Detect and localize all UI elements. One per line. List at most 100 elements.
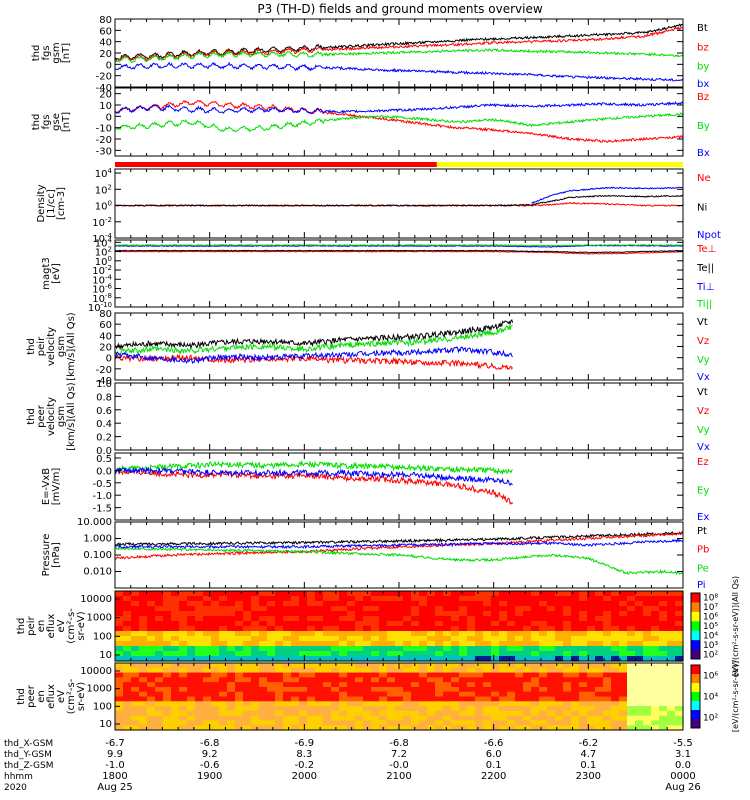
- spectrogram-cell: [435, 606, 444, 612]
- spectrogram-cell: [451, 646, 460, 652]
- spectrogram-cell: [395, 606, 404, 612]
- spectrogram-cell: [443, 626, 452, 632]
- spectrogram-cell: [667, 710, 676, 717]
- spectrogram-cell: [331, 596, 340, 602]
- spectrogram-cell: [635, 686, 644, 693]
- spectrogram-cell: [195, 715, 204, 722]
- spectrogram-cell: [667, 611, 676, 617]
- spectrogram-cell: [611, 672, 620, 678]
- spectrogram-cell: [283, 626, 292, 632]
- spectrogram-cell: [227, 725, 236, 731]
- y-tick-label: 0.5: [96, 454, 112, 465]
- spectrogram-cell: [171, 701, 180, 707]
- spectrogram-cell: [299, 616, 308, 622]
- spectrogram-cell: [291, 720, 300, 726]
- y-tick-label: 20: [99, 90, 112, 101]
- spectrogram-cell: [387, 616, 396, 622]
- spectrogram-cell: [587, 686, 596, 693]
- spectrogram-cell: [531, 631, 540, 637]
- spectrogram-cell: [115, 677, 124, 683]
- spectrogram-cell: [531, 656, 540, 662]
- spectrogram-cell: [379, 720, 388, 726]
- spectrogram-cell: [195, 710, 204, 717]
- spectrogram-cell: [219, 631, 228, 637]
- spectrogram-cell: [259, 720, 268, 726]
- spectrogram-cell: [339, 591, 348, 597]
- spectrogram-cell: [259, 701, 268, 707]
- spectrogram-cell: [171, 621, 180, 627]
- spectrogram-cell: [563, 720, 572, 726]
- spectrogram-cell: [139, 606, 148, 612]
- spectrogram-cell: [331, 686, 340, 693]
- spectrogram-cell: [259, 677, 268, 683]
- spectrogram-cell: [203, 646, 212, 652]
- spectrogram-cell: [651, 686, 660, 693]
- spectrogram-cell: [163, 706, 172, 712]
- panel-temperature: 10410210010-210-410-610-810-10Te⊥Te||Ti⊥…: [41, 236, 716, 314]
- spectrogram-cell: [187, 677, 196, 683]
- spectrogram-cell: [611, 651, 620, 657]
- spectrogram-cell: [307, 636, 316, 642]
- spectrogram-cell: [451, 710, 460, 717]
- spectrogram-cell: [211, 596, 220, 602]
- legend-Bt: Bt: [697, 23, 708, 34]
- spectrogram-cell: [435, 641, 444, 647]
- y-axis-label-line: Density: [36, 184, 47, 222]
- x-row-label: thd_Y-GSM: [4, 750, 52, 760]
- spectrogram-cell: [547, 720, 556, 726]
- spectrogram-cell: [427, 641, 436, 647]
- spectrogram-cell: [235, 686, 244, 693]
- spectrogram-cell: [651, 626, 660, 632]
- spectrogram-cell: [427, 715, 436, 722]
- spectrogram-cell: [291, 626, 300, 632]
- spectrogram-cell: [267, 636, 276, 642]
- spectrogram-cell: [475, 591, 484, 597]
- legend-By: By: [697, 121, 710, 132]
- spectrogram-cell: [267, 677, 276, 683]
- spectrogram-cell: [531, 646, 540, 652]
- spectrogram-cell: [675, 686, 684, 693]
- spectrogram-cell: [243, 663, 252, 669]
- spectrogram-cell: [395, 682, 404, 688]
- spectrogram-cell: [131, 725, 140, 731]
- spectrogram-cell: [371, 677, 380, 683]
- spectrogram-cell: [211, 611, 220, 617]
- spectrogram-cell: [459, 677, 468, 683]
- spectrogram-cell: [475, 621, 484, 627]
- spectrogram-cell: [659, 606, 668, 612]
- spectrogram-cell: [163, 696, 172, 702]
- spectrogram-cell: [115, 710, 124, 717]
- spectrogram-cell: [579, 646, 588, 652]
- spectrogram-cell: [203, 651, 212, 657]
- spectrogram-cell: [147, 682, 156, 688]
- spectrogram-cell: [195, 667, 204, 674]
- spectrogram-cell: [155, 710, 164, 717]
- spectrogram-cell: [147, 696, 156, 702]
- spectrogram-cell: [667, 715, 676, 722]
- spectrogram-cell: [267, 616, 276, 622]
- spectrogram-cell: [595, 720, 604, 726]
- spectrogram-cell: [571, 656, 580, 662]
- spectrogram-cell: [411, 696, 420, 702]
- spectrogram-cell: [211, 656, 220, 662]
- spectrogram-cell: [323, 686, 332, 693]
- spectrogram-cell: [259, 606, 268, 612]
- spectrogram-cell: [283, 591, 292, 597]
- y-tick-label: -40: [96, 376, 112, 387]
- spectrogram-cell: [267, 706, 276, 712]
- spectrogram-cell: [155, 725, 164, 731]
- spectrogram-cell: [171, 651, 180, 657]
- spectrogram-cell: [155, 667, 164, 674]
- spectrogram-cell: [427, 591, 436, 597]
- spectrogram-cell: [523, 636, 532, 642]
- spectrogram-cell: [139, 663, 148, 669]
- spectrogram-cell: [539, 720, 548, 726]
- spectrogram-cell: [675, 701, 684, 707]
- spectrogram-cell: [387, 672, 396, 678]
- spectrogram-cell: [315, 663, 324, 669]
- spectrogram-cell: [603, 601, 612, 607]
- spectrogram-cell: [603, 631, 612, 637]
- spectrogram-cell: [347, 686, 356, 693]
- spectrogram-cell: [587, 596, 596, 602]
- colorbar-band: [691, 674, 700, 684]
